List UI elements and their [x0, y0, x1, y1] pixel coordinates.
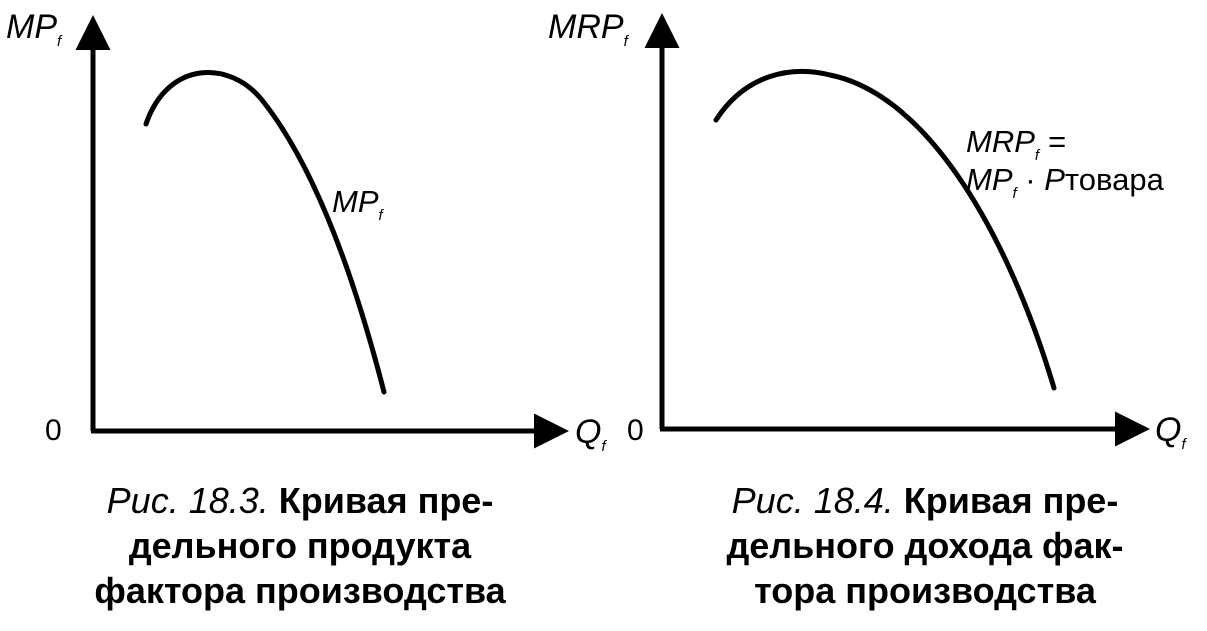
y-axis-label: MRPf: [548, 8, 630, 50]
caption-figure-18-4: Рис. 18.4. Кривая пре- дельного дохода ф…: [655, 478, 1195, 613]
caption-text: Кривая пре-: [903, 480, 1119, 521]
figure-18-4: MRPf 0 Qf MRPf = MPf · Pтовара: [548, 8, 1187, 453]
figure-18-3: MPf 0 Qf MPf: [6, 8, 607, 455]
origin-label: 0: [45, 414, 62, 447]
caption-line-1: Рис. 18.3. Кривая пре-: [30, 478, 570, 523]
caption-figure-18-3: Рис. 18.3. Кривая пре- дельного продукта…: [30, 478, 570, 613]
curve-label: MPf: [332, 184, 385, 224]
y-axis-label: MPf: [6, 8, 63, 50]
caption-line-3: тора производства: [754, 570, 1096, 611]
x-axis-label: Qf: [575, 413, 607, 455]
caption-text: Кривая пре-: [278, 480, 494, 521]
origin-label: 0: [627, 414, 644, 447]
x-axis-label: Qf: [1155, 411, 1187, 453]
caption-number: Рис. 18.3.: [106, 480, 269, 521]
caption-line-2: дельного дохода фак-: [726, 525, 1124, 566]
curve-label-line-1: MRPf =: [966, 124, 1066, 164]
curve-label-line-2: MPf · Pтовара: [966, 162, 1165, 202]
mp-curve: [143, 70, 387, 395]
mrp-curve: [713, 68, 1057, 391]
caption-line-2: дельного продукта: [128, 525, 472, 566]
caption-number: Рис. 18.4.: [731, 480, 894, 521]
caption-line-1: Рис. 18.4. Кривая пре-: [655, 478, 1195, 523]
caption-line-3: фактора производства: [94, 570, 506, 611]
